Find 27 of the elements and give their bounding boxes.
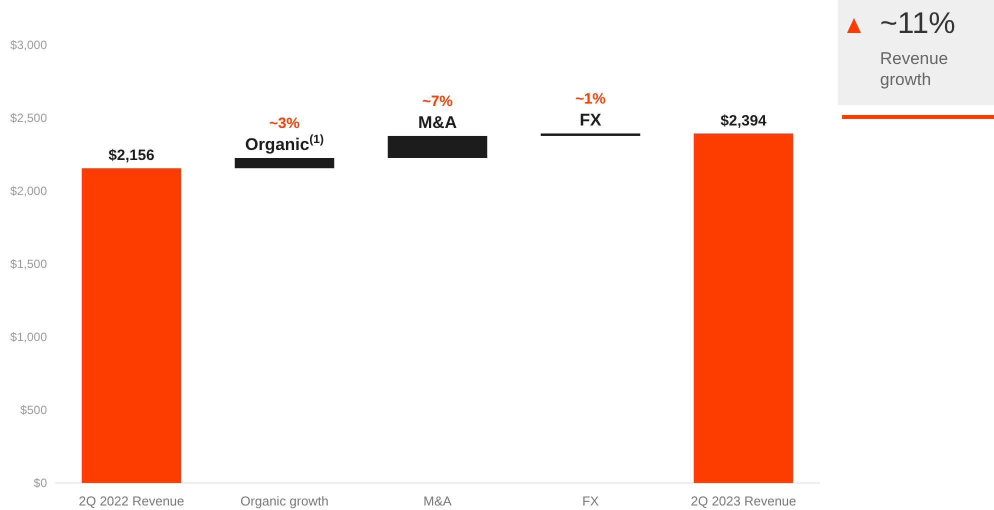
y-tick-label: $0 [34,476,48,490]
bar [388,136,488,158]
bar [82,168,182,483]
annotation: M&A [418,112,457,132]
y-tick-label: $1,000 [10,330,48,344]
data-label: $2,394 [720,112,768,130]
text: Revenue growth [880,49,948,89]
annotation: FX [580,110,602,130]
y-tick-label: $2,500 [10,111,48,125]
bar [540,133,640,136]
bar [694,133,794,483]
annotation: Organic$^{(1)}$ [245,132,324,154]
x-tick-label: FX [582,494,600,508]
annotation: ~1% [575,90,606,108]
x-tick-label: 2Q 2022 Revenue [78,494,184,508]
y-tick-label: $1,500 [10,257,48,271]
x-tick-label: Organic growth [240,494,329,508]
y-tick-label: $2,000 [10,184,48,198]
y-tick-label: $500 [20,403,48,417]
text: ~11% [880,7,956,40]
data-label: $2,156 [108,147,154,164]
x-tick-label: 2Q 2023 Revenue [690,494,796,508]
annotation: ~7% [422,92,453,110]
bar [234,158,334,168]
annotation: ~3% [269,115,300,132]
y-tick-label: $3,000 [10,38,48,52]
x-tick-label: M&A [423,494,452,508]
